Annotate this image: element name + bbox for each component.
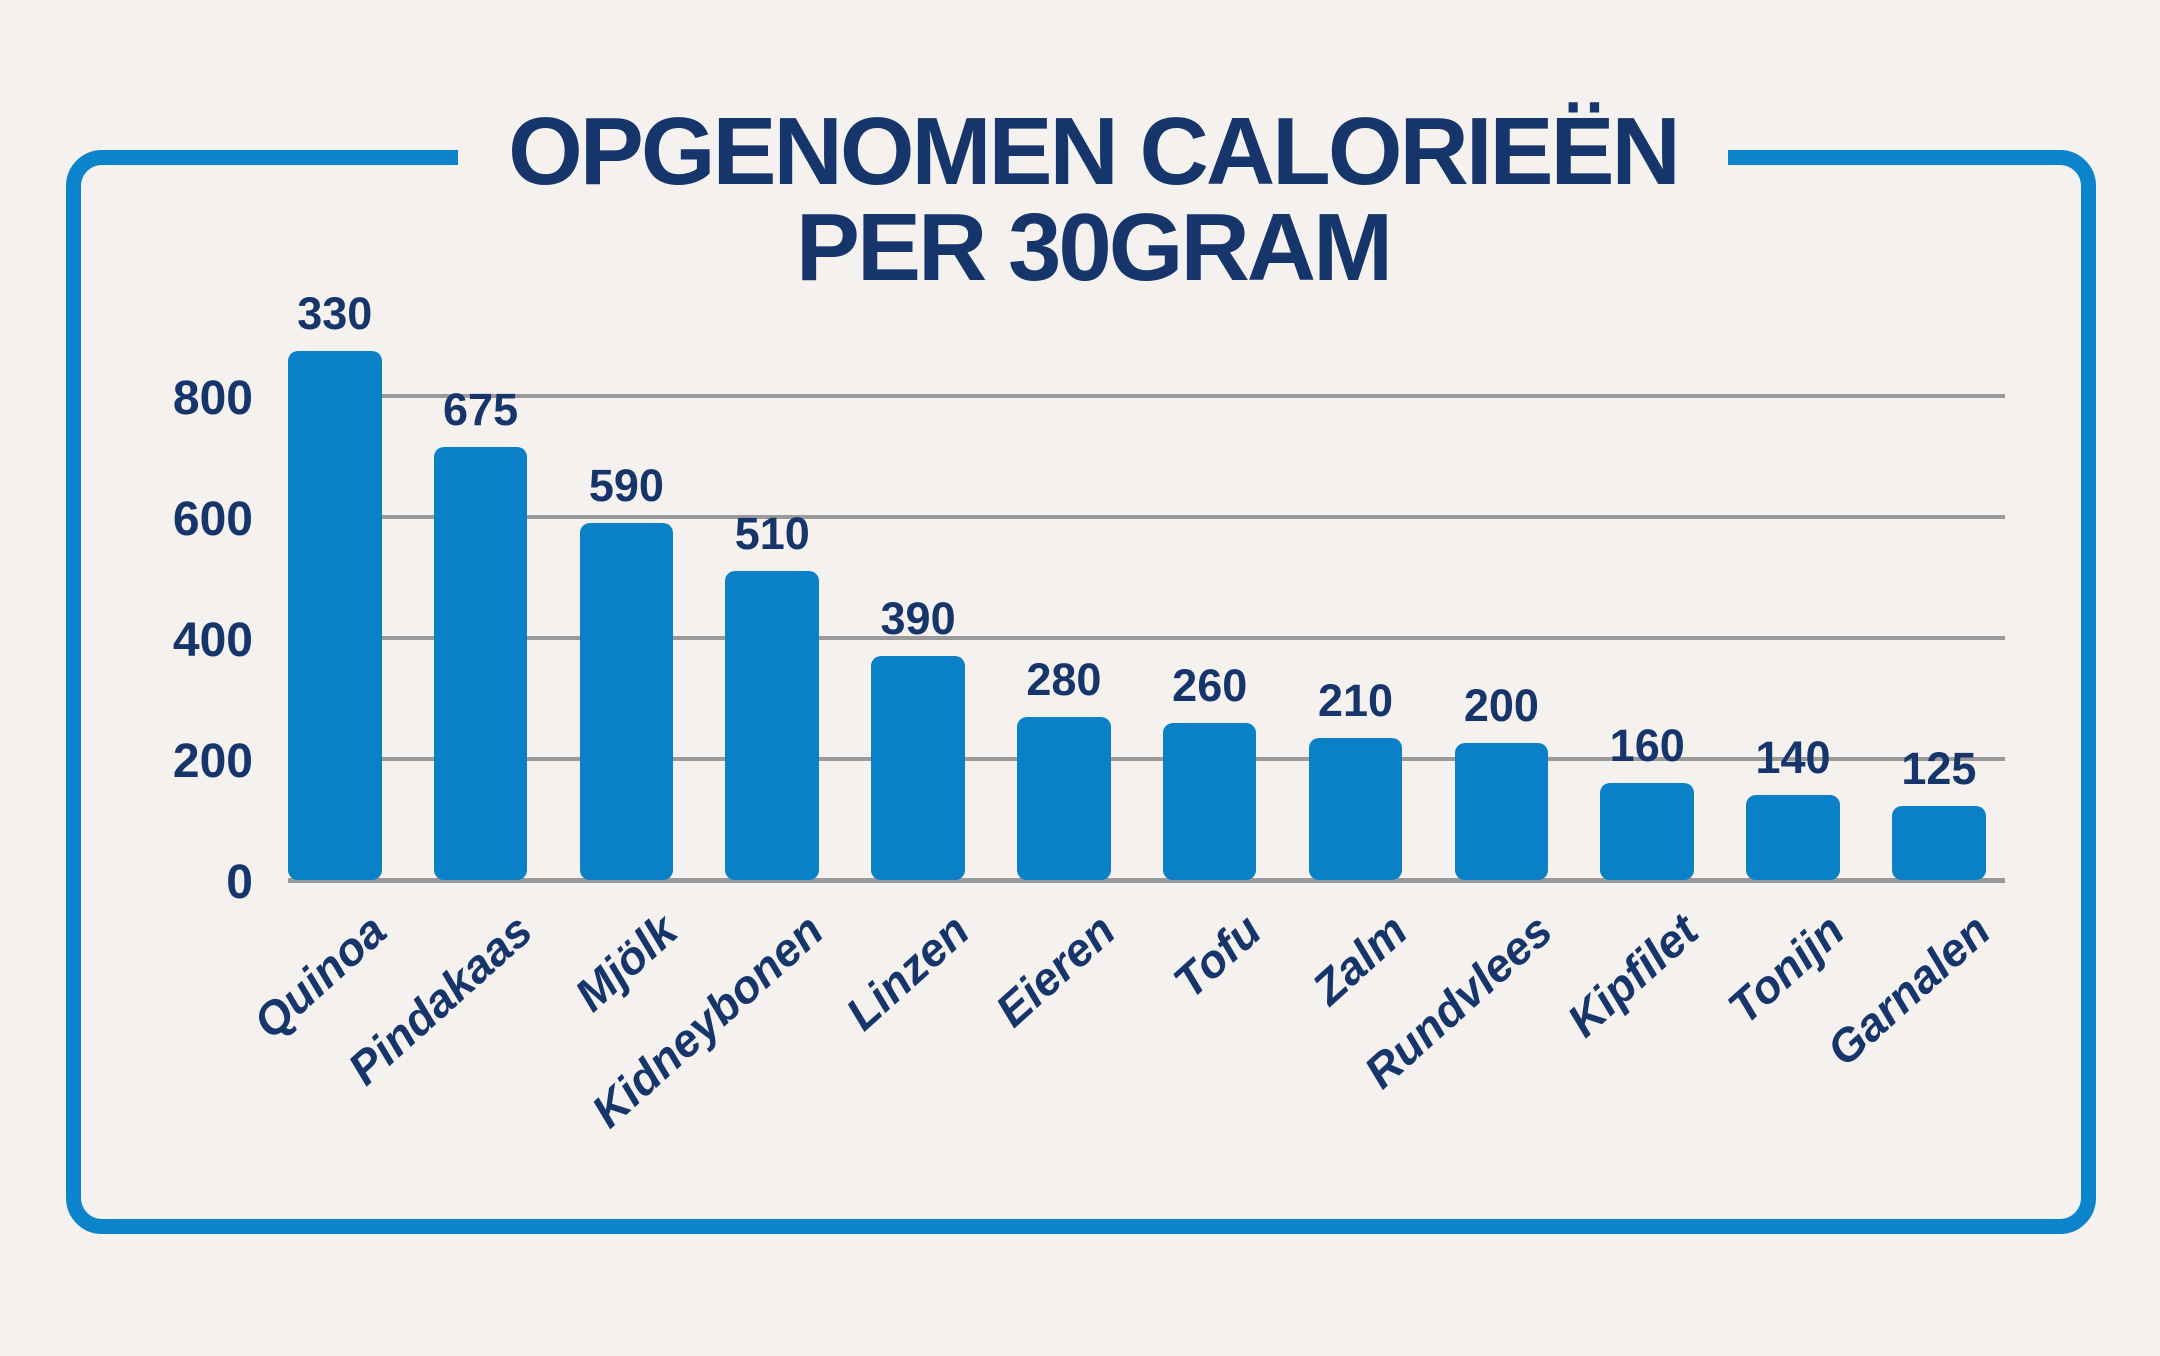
bar	[288, 350, 382, 880]
bar	[1308, 737, 1403, 880]
y-tick-label: 200	[172, 735, 253, 788]
y-tick-label: 400	[172, 614, 253, 667]
chart-title: OPGENOMEN CALORIEËN PER 30GRAM	[458, 104, 1728, 304]
bar-value-label: 510	[734, 508, 810, 560]
bar	[579, 523, 674, 880]
bar-value-label: 260	[1172, 659, 1248, 711]
bar	[1600, 783, 1694, 880]
bar	[1162, 722, 1257, 880]
bar-value-label: 125	[1901, 743, 1977, 795]
y-tick-label: 600	[172, 493, 253, 546]
bar-value-label: 330	[297, 287, 373, 339]
y-tick-label: 800	[172, 372, 253, 425]
bar-value-label: 140	[1755, 732, 1831, 784]
y-gridline	[288, 757, 2005, 761]
x-axis-line	[288, 878, 2005, 883]
y-gridline	[288, 515, 2005, 519]
bar-value-label: 200	[1463, 679, 1539, 731]
bar-value-label: 210	[1318, 674, 1394, 726]
bar	[433, 447, 528, 880]
y-tick-label: 0	[226, 856, 253, 909]
bar-value-label: 280	[1026, 653, 1102, 705]
chart-title-line-1: OPGENOMEN CALORIEËN	[508, 98, 1681, 205]
bar	[871, 656, 965, 880]
bar	[1017, 716, 1111, 880]
bar	[725, 571, 819, 880]
bar	[1892, 806, 1986, 880]
bar-value-label: 160	[1609, 720, 1685, 772]
y-gridline	[288, 636, 2005, 640]
bar-value-label: 390	[880, 593, 956, 645]
y-gridline	[288, 394, 2005, 398]
bar	[1454, 742, 1549, 880]
bar-value-label: 675	[443, 384, 519, 436]
bar-value-label: 590	[588, 460, 664, 512]
chart-title-line-2: PER 30GRAM	[795, 194, 1393, 301]
bar	[1746, 795, 1840, 880]
